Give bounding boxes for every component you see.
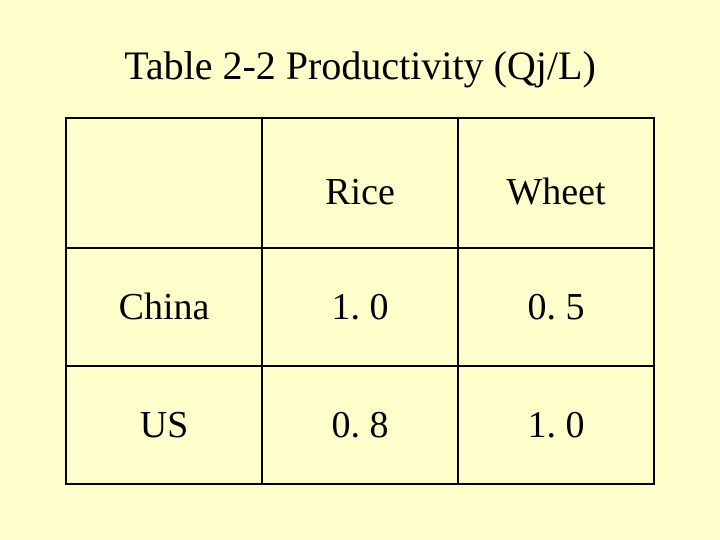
row-label-china: China: [66, 248, 262, 366]
cell-us-wheet: 1. 0: [458, 366, 654, 484]
table-header-wheet: Wheet: [458, 118, 654, 248]
slide-title: Table 2-2 Productivity (Qj/L): [0, 42, 720, 89]
table-header-row: Rice Wheet: [66, 118, 654, 248]
table-header-rice: Rice: [262, 118, 458, 248]
cell-china-rice: 1. 0: [262, 248, 458, 366]
table-row: US 0. 8 1. 0: [66, 366, 654, 484]
productivity-table: Rice Wheet China 1. 0 0. 5 US 0. 8 1. 0: [65, 117, 655, 485]
slide: Table 2-2 Productivity (Qj/L) Rice Wheet…: [0, 0, 720, 540]
table-row: China 1. 0 0. 5: [66, 248, 654, 366]
cell-china-wheet: 0. 5: [458, 248, 654, 366]
row-label-us: US: [66, 366, 262, 484]
table-header-blank: [66, 118, 262, 248]
cell-us-rice: 0. 8: [262, 366, 458, 484]
